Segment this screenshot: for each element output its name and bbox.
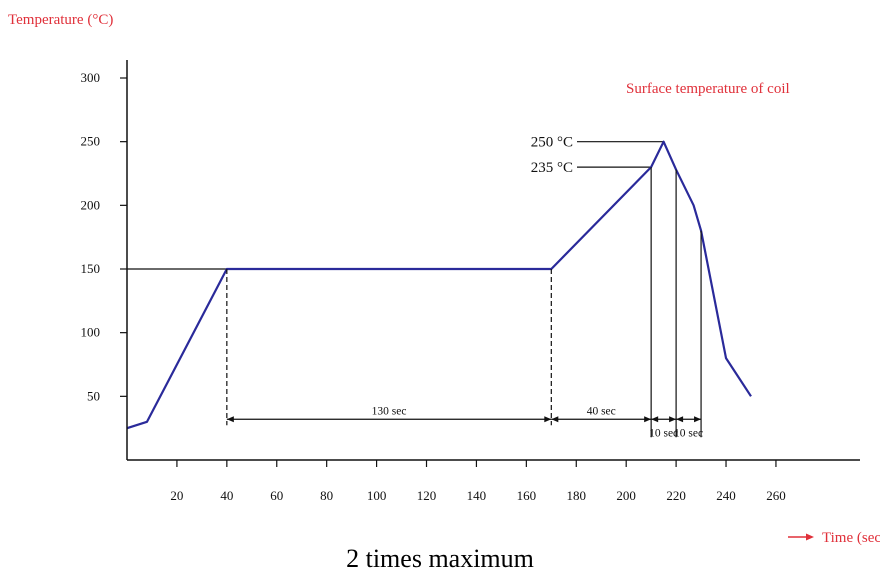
x-tick-label: 80 (320, 488, 333, 503)
duration-arrowhead (676, 416, 684, 423)
y-tick-label: 300 (81, 70, 101, 85)
temperature-curve (126, 140, 752, 430)
y-tick-label: 150 (81, 261, 101, 276)
x-tick-label: 260 (766, 488, 786, 503)
duration-arrowhead (669, 416, 677, 423)
y-axis-title: Temperature (°C) (8, 12, 113, 28)
duration-label: 130 sec (372, 405, 407, 417)
x-axis-title: Time (sec) (822, 530, 880, 546)
duration-arrowhead (551, 416, 559, 423)
duration-label: 10 sec (649, 427, 678, 439)
peak-label: 235 °C (531, 160, 573, 176)
duration-arrowhead (644, 416, 652, 423)
duration-arrowhead (651, 416, 659, 423)
x-tick-label: 160 (517, 488, 537, 503)
chart-caption: 2 times maximum (346, 544, 534, 573)
x-tick-label: 180 (567, 488, 587, 503)
curve-annotation: Surface temperature of coil (626, 81, 790, 97)
y-tick-label: 100 (81, 325, 101, 340)
x-tick-label: 200 (616, 488, 636, 503)
duration-arrowhead (226, 416, 234, 423)
x-tick-label: 220 (666, 488, 686, 503)
x-axis-arrow (788, 533, 814, 541)
x-tick-label: 60 (270, 488, 283, 503)
duration-arrowhead (544, 416, 552, 423)
duration-label: 40 sec (587, 405, 616, 417)
x-tick-label: 120 (417, 488, 437, 503)
x-tick-label: 240 (716, 488, 736, 503)
x-tick-label: 100 (367, 488, 387, 503)
duration-arrowhead (694, 416, 702, 423)
duration-label: 10 sec (674, 427, 703, 439)
y-tick-label: 200 (81, 197, 101, 212)
y-tick-label: 250 (81, 134, 101, 149)
x-tick-label: 40 (220, 488, 233, 503)
peak-label: 250 °C (531, 135, 573, 151)
y-tick-label: 50 (87, 388, 100, 403)
x-tick-label: 20 (170, 488, 183, 503)
x-tick-label: 140 (467, 488, 487, 503)
